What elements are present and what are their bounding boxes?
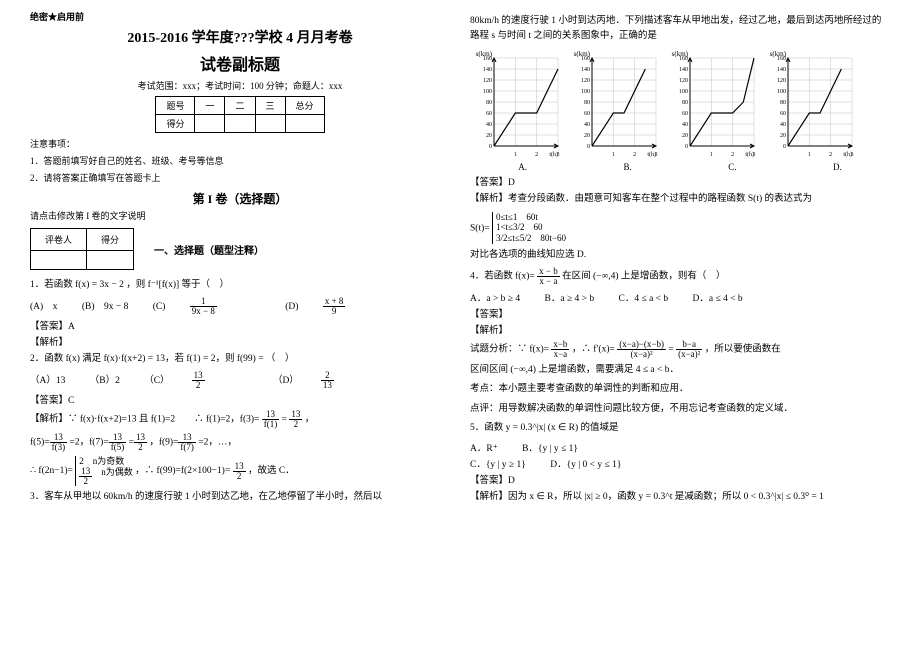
q4-kaodian: 考点：本小题主要考查函数的单调性的判断和应用．	[470, 382, 890, 397]
svg-text:1: 1	[612, 152, 615, 158]
q4-dianping: 点评：用导数解决函数的单调性问题比较方便，不用忘记考查函数的定义域．	[470, 402, 890, 417]
q4-explain-2: 区间区间 (−∞,4) 上是增函数，需要满足 4 ≤ a < b．	[470, 363, 890, 378]
svg-text:20: 20	[486, 133, 492, 139]
svg-text:40: 40	[780, 122, 786, 128]
svg-text:160: 160	[581, 56, 590, 62]
svg-text:t(h): t(h)	[843, 151, 852, 158]
svg-text:140: 140	[679, 67, 688, 73]
svg-text:60: 60	[486, 111, 492, 117]
q1-answer: 【答案】A	[30, 318, 450, 332]
svg-text:1: 1	[808, 152, 811, 158]
svg-text:120: 120	[777, 78, 786, 84]
note-1: 1．答题前填写好自己的姓名、班级、考号等信息	[30, 154, 450, 167]
question-3: 3．客车从甲地以 60km/h 的速度行驶 1 小时到达乙地，在乙地停留了半小时…	[30, 490, 450, 505]
svg-text:80: 80	[584, 100, 590, 106]
q2-choices: （A）13 （B）2 （C）132 （D）213	[30, 371, 450, 390]
svg-text:0: 0	[783, 144, 786, 150]
q5-choices-2: C．{y | y ≥ 1} D．{y | 0 < y ≤ 1}	[470, 456, 890, 470]
question-5: 5．函数 y = 0.3^|x| (x ∈ R) 的值域是	[470, 421, 890, 436]
svg-text:20: 20	[584, 133, 590, 139]
q2-explain-1: 【解析】∵ f(x)·f(x+2)=13 且 f(1)=2 ∴ f(1)=2，f…	[30, 410, 450, 429]
svg-text:20: 20	[682, 133, 688, 139]
svg-text:2: 2	[633, 152, 636, 158]
q4-answer: 【答案】	[470, 306, 890, 320]
chart-c: s(km)160140120100806040200123t(h)	[666, 48, 758, 158]
chart-b: s(km)160140120100806040200123t(h)	[568, 48, 660, 158]
svg-text:160: 160	[679, 56, 688, 62]
svg-text:0: 0	[587, 144, 590, 150]
chart-a: s(km)160140120100806040200123t(h)	[470, 48, 562, 158]
svg-text:1: 1	[710, 152, 713, 158]
score-table: 题号 一 二 三 总分 得分	[155, 96, 324, 133]
question-1: 1．若函数 f(x) = 3x − 2 ，则 f⁻¹[f(x)] 等于（ ）	[30, 278, 450, 293]
svg-text:0: 0	[489, 144, 492, 150]
main-title: 2015-2016 学年度???学校 4 月月考卷	[30, 27, 450, 47]
section-1-title: 第 I 卷（选择题）	[30, 190, 450, 207]
q1-explain: 【解析】	[30, 334, 450, 348]
svg-text:100: 100	[483, 89, 492, 95]
q3-continued: 80km/h 的速度行驶 1 小时到达丙地．下列描述客车从甲地出发，经过乙地，最…	[470, 14, 890, 44]
q3-explain-1: 【解析】考查分段函数．由题意可知客车在整个过程中的路程函数 S(t) 的表达式为	[470, 192, 890, 207]
q5-answer: 【答案】D	[470, 472, 890, 486]
question-2: 2．函数 f(x) 满足 f(x)·f(x+2) = 13，若 f(1) = 2…	[30, 352, 450, 367]
q3-answer: 【答案】D	[470, 174, 890, 188]
svg-text:t(h): t(h)	[647, 151, 656, 158]
svg-text:60: 60	[682, 111, 688, 117]
svg-text:40: 40	[584, 122, 590, 128]
svg-text:120: 120	[483, 78, 492, 84]
q2-answer: 【答案】C	[30, 392, 450, 406]
svg-text:2: 2	[829, 152, 832, 158]
svg-text:140: 140	[483, 67, 492, 73]
svg-text:160: 160	[777, 56, 786, 62]
svg-text:100: 100	[679, 89, 688, 95]
svg-text:60: 60	[780, 111, 786, 117]
svg-text:40: 40	[486, 122, 492, 128]
q5-explain: 【解析】因为 x ∈ R，所以 |x| ≥ 0，函数 y = 0.3^t 是减函…	[470, 490, 890, 505]
section-a-title: 一、选择题（题型注释）	[154, 242, 264, 257]
q1-choices: (A) x (B) 9x − 8 (C) 19x − 8 (D) x + 89	[30, 297, 450, 316]
q4-explain-label: 【解析】	[470, 322, 890, 336]
svg-text:2: 2	[731, 152, 734, 158]
q4-choices: A．a > b ≥ 4 B．a ≥ 4 > b C．4 ≤ a < b D．a …	[470, 290, 890, 304]
question-4: 4．若函数 f(x)= x − bx − a 在区间 (−∞,4) 上是增函数，…	[470, 267, 890, 286]
note-2: 2．请将答案正确填写在答题卡上	[30, 171, 450, 184]
svg-text:t(h): t(h)	[745, 151, 754, 158]
eval-table: 评卷人得分	[30, 228, 134, 270]
sub-title: 试卷副标题	[30, 51, 450, 75]
svg-text:140: 140	[777, 67, 786, 73]
svg-text:40: 40	[682, 122, 688, 128]
svg-text:1: 1	[514, 152, 517, 158]
svg-text:100: 100	[581, 89, 590, 95]
svg-text:60: 60	[584, 111, 590, 117]
svg-text:20: 20	[780, 133, 786, 139]
svg-text:80: 80	[682, 100, 688, 106]
confidential-label: 绝密★启用前	[30, 10, 450, 23]
q4-explain-1: 试题分析：∵ f(x)= x−bx−a ，∴ f′(x)= (x−a)−(x−b…	[470, 340, 890, 359]
chart-d: s(km)160140120100806040200123t(h)	[764, 48, 856, 158]
section-1-note: 请点击修改第 I 卷的文字说明	[30, 209, 450, 222]
svg-text:80: 80	[780, 100, 786, 106]
exam-info: 考试范围：xxx；考试时间：100 分钟；命题人：xxx	[30, 79, 450, 92]
svg-text:t(h): t(h)	[549, 151, 558, 158]
svg-text:100: 100	[777, 89, 786, 95]
q3-piecewise: S(t)= 0≤t≤1 60t 1<t≤3/2 60 3/2≤t≤5/2 80t…	[470, 212, 890, 244]
q2-explain-2: f(5)=13f(3) =2，f(7)=13f(5) =132 ，f(9)=13…	[30, 433, 450, 452]
svg-text:140: 140	[581, 67, 590, 73]
chart-labels: A. B. C. D.	[470, 162, 890, 172]
q3-explain-2: 对比各选项的曲线知应选 D.	[470, 248, 890, 263]
svg-text:2: 2	[535, 152, 538, 158]
charts-row: s(km)160140120100806040200123t(h) s(km)1…	[470, 48, 890, 158]
svg-text:0: 0	[685, 144, 688, 150]
svg-text:80: 80	[486, 100, 492, 106]
svg-text:120: 120	[679, 78, 688, 84]
q2-explain-3: ∴ f(2n−1)= 2 n为奇数 132 n为偶数 ，∴ f(99)=f(2×…	[30, 456, 450, 486]
svg-text:120: 120	[581, 78, 590, 84]
q5-choices-1: A．R⁺ B．{y | y ≤ 1}	[470, 440, 890, 454]
svg-text:160: 160	[483, 56, 492, 62]
notes-title: 注意事项：	[30, 137, 450, 150]
